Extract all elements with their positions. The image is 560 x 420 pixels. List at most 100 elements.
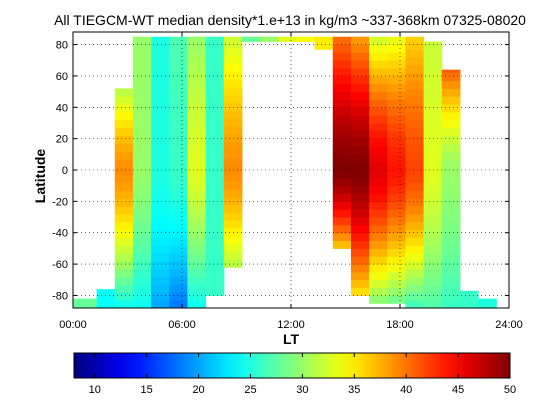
heatmap-cell: [169, 88, 188, 97]
heatmap-cell: [332, 224, 352, 234]
heatmap-cell: [369, 264, 388, 273]
heatmap-cell: [223, 259, 243, 268]
heatmap-cell: [332, 36, 352, 46]
heatmap-cell: [223, 79, 243, 88]
heatmap-cell: [350, 256, 370, 265]
heatmap-cell: [132, 104, 152, 113]
heatmap-cell: [369, 138, 388, 147]
y-tick-label: -80: [52, 290, 68, 302]
heatmap-cell: [205, 83, 225, 93]
heatmap-cell: [187, 143, 207, 152]
heatmap-cell: [114, 300, 134, 309]
heatmap-cell: [369, 52, 388, 61]
heatmap-cell: [151, 72, 170, 82]
heatmap-cell: [441, 245, 461, 254]
heatmap-cell: [223, 251, 243, 260]
heatmap-cell: [423, 151, 443, 160]
heatmap-cell: [332, 60, 352, 69]
x-axis-ticks: 00:00 06:00 12:00 18:00 24:00: [59, 32, 523, 331]
heatmap-cell: [405, 135, 425, 144]
heatmap-cell: [151, 96, 170, 105]
heatmap-cell: [332, 170, 352, 179]
heatmap-cell: [187, 253, 207, 262]
heatmap-cell: [151, 166, 170, 176]
heatmap-cell: [187, 96, 207, 105]
heatmap-cell: [151, 104, 170, 113]
heatmap-cell: [114, 206, 134, 215]
heatmap-cell: [350, 68, 370, 77]
heatmap-cell: [132, 127, 152, 136]
heatmap-cell: [223, 110, 243, 119]
heatmap-cell: [114, 268, 134, 278]
heatmap-cell: [369, 209, 388, 218]
heatmap-cell: [350, 130, 370, 140]
heatmap-cell: [350, 271, 370, 281]
colorbar-gradient: [73, 352, 511, 379]
heatmap-cell: [132, 72, 152, 82]
heatmap-cell: [405, 221, 425, 231]
heatmap-cell: [205, 193, 225, 202]
heatmap-cell: [114, 221, 134, 231]
heatmap-cell: [423, 253, 443, 262]
heatmap-cell: [169, 104, 188, 113]
heatmap-cell: [169, 276, 188, 285]
heatmap-cell: [423, 41, 443, 50]
heatmap-cell: [151, 284, 170, 293]
heatmap-cell: [205, 130, 225, 140]
heatmap-cell: [169, 49, 188, 58]
heatmap-cell: [187, 221, 207, 231]
heatmap-cell: [369, 224, 388, 234]
heatmap-cell: [205, 122, 225, 132]
heatmap-cell: [187, 198, 207, 207]
heatmap-cell: [223, 235, 243, 245]
heatmap-cell: [369, 60, 388, 69]
heatmap-cell: [187, 268, 207, 278]
heatmap-cell: [169, 260, 188, 270]
x-tick-label: 06:00: [168, 319, 196, 331]
heatmap-cell: [387, 224, 406, 234]
heatmap-cell: [441, 182, 461, 191]
heatmap-cell: [205, 201, 225, 210]
heatmap-cell: [169, 221, 188, 231]
colorbar-tick-label: 25: [244, 384, 256, 396]
heatmap-cell: [132, 36, 152, 42]
heatmap-cell: [441, 221, 461, 231]
heatmap-cell: [132, 96, 152, 105]
heatmap-cell: [151, 198, 170, 207]
heatmap-cell: [423, 159, 443, 168]
heatmap-cell: [114, 198, 134, 207]
heatmap-cell: [223, 36, 243, 41]
heatmap-cell: [369, 271, 388, 281]
heatmap-cell: [441, 111, 461, 121]
heatmap-cell: [205, 248, 225, 257]
heatmap-cell: [132, 253, 152, 262]
heatmap-cell: [405, 80, 425, 89]
heatmap-cell: [187, 245, 207, 254]
heatmap-cell: [459, 290, 479, 293]
heatmap-cell: [296, 36, 316, 42]
heatmap-cell: [205, 60, 225, 69]
heatmap-cell: [151, 151, 170, 160]
heatmap-cell: [169, 213, 188, 223]
heatmap-cell: [369, 115, 388, 124]
heatmap-cell: [260, 36, 279, 42]
heatmap-cell: [132, 237, 152, 246]
heatmap-cell: [332, 68, 352, 77]
heatmap-cell: [151, 49, 170, 58]
heatmap-cell: [96, 292, 116, 301]
heatmap-cell: [151, 229, 170, 238]
heatmap-cell: [187, 80, 207, 89]
heatmap-cell: [405, 111, 425, 121]
heatmap-cell: [205, 209, 225, 218]
heatmap-cell: [332, 162, 352, 171]
heatmap-cell: [169, 206, 188, 215]
heatmap-cell: [423, 127, 443, 136]
heatmap-cell: [423, 111, 443, 121]
heatmap-cell: [350, 36, 370, 46]
heatmap-cell: [205, 185, 225, 195]
heatmap-cell: [132, 119, 152, 129]
colorbar-tick-label: 45: [452, 384, 464, 396]
heatmap-cell: [369, 162, 388, 171]
heatmap-cell: [169, 80, 188, 89]
heatmap-cell: [441, 143, 461, 152]
